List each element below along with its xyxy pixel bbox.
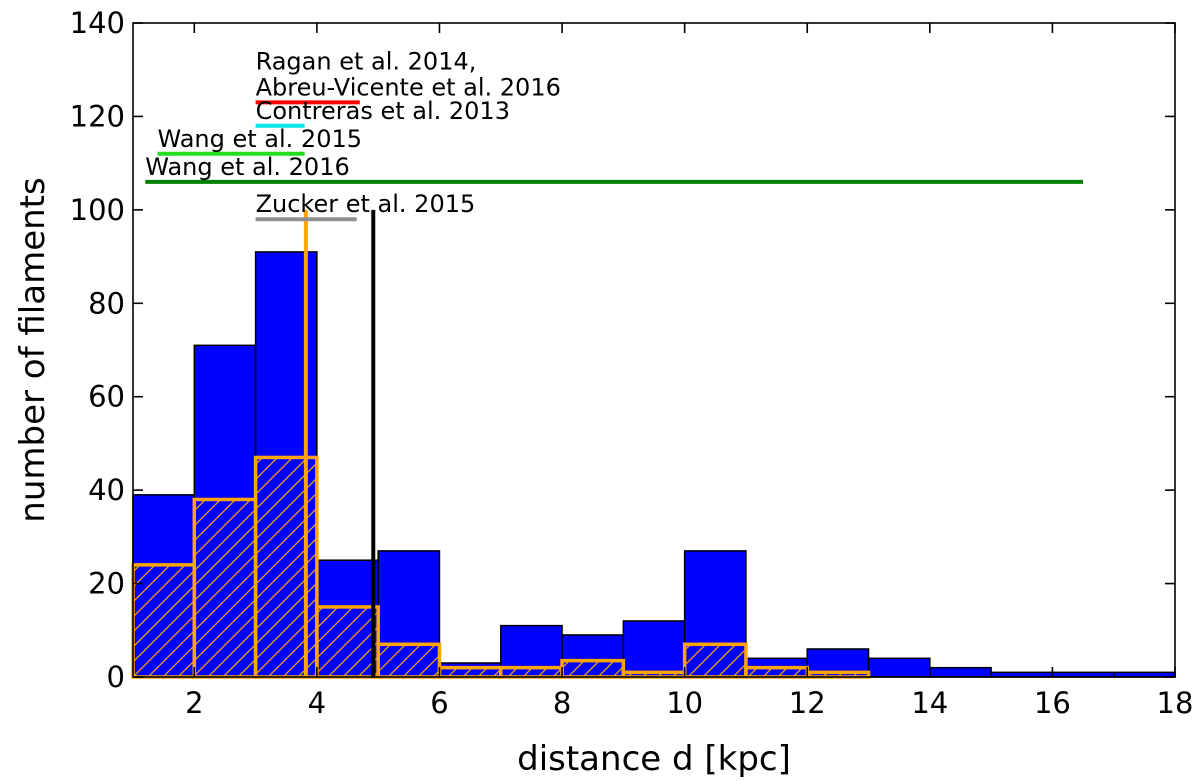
y-axis-label: number of filaments — [13, 177, 53, 522]
bar-12 — [867, 657, 931, 678]
y-tick-label-4: 80 — [88, 286, 125, 320]
annotation-lines-layer — [145, 100, 1084, 677]
range-label-3: Wang et al. 2015 — [158, 125, 362, 153]
bar-13 — [929, 666, 992, 678]
x-tick-label-7: 16 — [1034, 686, 1071, 720]
range-label-1: Abreu-Vicente et al. 2016 — [256, 73, 561, 101]
y-tick-label-3: 60 — [88, 380, 125, 414]
x-tick-label-0: 2 — [185, 686, 203, 720]
range-label-2: Contreras et al. 2013 — [256, 97, 510, 125]
y-tick-label-5: 100 — [70, 193, 125, 227]
x-tick-label-5: 12 — [789, 686, 826, 720]
range-label-5: Zucker et al. 2015 — [256, 190, 476, 218]
y-tick-label-0: 0 — [107, 660, 125, 694]
bar-8 — [622, 620, 686, 678]
x-tick-label-6: 14 — [911, 686, 948, 720]
hatched-bar-9 — [682, 642, 748, 679]
range-label-4: Wang et al. 2016 — [145, 153, 350, 181]
hatched-bar-7 — [560, 658, 626, 679]
y-tick-label-6: 120 — [70, 99, 125, 133]
hatched-bar-5 — [437, 665, 503, 679]
ticks-layer: 2 4 6 8 10 12 14 16 18 0 20 40 60 80 100 120 140 — [70, 6, 1194, 720]
x-tick-label-2: 6 — [430, 686, 448, 720]
hatched-bar-4 — [376, 642, 442, 679]
range-label-0: Ragan et al. 2014, — [256, 48, 477, 76]
hatched-bar-10 — [744, 665, 809, 679]
y-tick-label-1: 20 — [88, 567, 125, 601]
hatched-bar-0 — [131, 563, 197, 679]
x-tick-label-1: 4 — [308, 686, 326, 720]
x-tick-label-8: 18 — [1157, 686, 1194, 720]
x-axis-label: distance d [kpc] — [517, 739, 791, 779]
y-tick-label-7: 140 — [70, 6, 125, 40]
x-tick-label-3: 8 — [553, 686, 571, 720]
y-tick-label-2: 40 — [88, 473, 125, 507]
hatched-bar-6 — [499, 665, 564, 679]
plot-frame — [132, 22, 1176, 678]
annotation-text-layer: Ragan et al. 2014,Abreu-Vicente et al. 2… — [145, 48, 561, 218]
hatched-bar-3 — [315, 605, 380, 679]
hatched-bar-1 — [192, 497, 258, 679]
x-tick-label-4: 10 — [666, 686, 703, 720]
